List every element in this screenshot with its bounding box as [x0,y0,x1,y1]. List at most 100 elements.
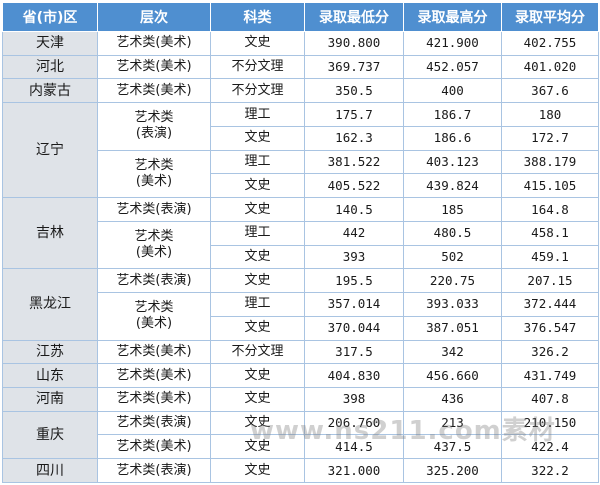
province-cell: 山东 [2,363,98,389]
subject-cell: 文史 [210,363,305,389]
subject-cell: 文史 [210,268,305,294]
avg-score-cell: 415.105 [501,173,599,199]
subject-cell: 文史 [210,458,305,483]
avg-score-cell: 459.1 [501,244,599,270]
subject-cell: 理工 [210,149,305,175]
min-score-cell: 405.522 [304,173,404,199]
table-row: 河南 艺术类(美术) 文史 398 436 407.8 [2,387,599,412]
min-score-cell: 390.800 [304,31,404,56]
max-score-cell: 439.824 [403,173,502,199]
table-row: 山东 艺术类(美术) 文史 404.830 456.660 431.749 [2,363,599,389]
header-row: 省(市)区 层次 科类 录取最低分 录取最高分 录取平均分 [2,2,599,32]
level-cell: 艺术类(美术) [97,339,211,365]
table-row: 江苏 艺术类(美术) 不分文理 317.5 342 326.2 [2,339,599,365]
avg-score-cell: 326.2 [501,339,599,365]
max-score-cell: 186.7 [403,102,502,127]
level-cell: 艺术类(美术) [97,434,211,460]
level-cell: 艺术类 (表演) [97,102,211,151]
table-row: 文史 405.522 439.824 415.105 [3,173,599,199]
table-row: 艺术类 (美术) 理工 381.522 403.123 388.179 [3,149,599,199]
level-line-1: 艺术类 [134,300,174,316]
level-cell: 艺术类(表演) [97,197,211,222]
subject-cell: 理工 [210,220,305,246]
header-subject: 科类 [210,2,305,32]
table-row: 吉林 艺术类(表演) 文史 140.5 185 164.8 [2,197,599,270]
min-score-cell: 398 [304,387,404,412]
header-avg-score: 录取平均分 [501,2,599,32]
max-score-cell: 325.200 [403,458,502,483]
level-cell: 艺术类 (美术) [97,149,211,199]
table-row: 重庆 艺术类(表演) 文史 206.760 213 210.150 [2,410,599,460]
max-score-cell: 342 [403,339,502,365]
table-row: 内蒙古 艺术类(美术) 不分文理 350.5 400 367.6 [2,78,599,104]
level-cell: 艺术类(表演) [97,268,211,294]
max-score-cell: 186.6 [403,125,502,151]
level-cell: 艺术类(美术) [97,363,211,389]
table-header: 省(市)区 层次 科类 录取最低分 录取最高分 录取平均分 [2,2,599,32]
avg-score-cell: 164.8 [501,197,599,222]
avg-score-cell: 407.8 [501,387,599,412]
min-score-cell: 414.5 [304,434,404,460]
province-cell: 吉林 [2,197,98,270]
min-score-cell: 381.522 [304,149,404,175]
avg-score-cell: 401.020 [501,54,599,80]
min-score-cell: 350.5 [304,78,404,104]
max-score-cell: 387.051 [403,315,502,341]
province-cell: 河北 [2,54,98,80]
max-score-cell: 220.75 [403,268,502,294]
watermark: www.ns211.com素材 [250,416,556,446]
subject-cell: 文史 [210,31,305,56]
min-score-cell: 370.044 [304,315,404,341]
max-score-cell: 452.057 [403,54,502,80]
max-score-cell: 436 [403,387,502,412]
table-row: 文史 370.044 387.051 376.547 [3,315,599,341]
avg-score-cell: 388.179 [501,149,599,175]
header-max-score: 录取最高分 [403,2,502,32]
level-cell: 艺术类(美术) [97,54,211,80]
avg-score-cell: 376.547 [501,315,599,341]
province-cell: 河南 [2,387,98,412]
header-province: 省(市)区 [2,2,98,32]
avg-score-cell: 372.444 [501,292,599,317]
level-cell: 艺术类(美术) [97,78,211,104]
min-score-cell: 162.3 [304,125,404,151]
province-cell: 辽宁 [2,102,98,199]
subject-cell: 文史 [210,125,305,151]
max-score-cell: 185 [403,197,502,222]
subject-cell: 不分文理 [210,78,305,104]
header-level: 层次 [97,2,211,32]
max-score-cell: 456.660 [403,363,502,389]
max-score-cell: 502 [403,244,502,270]
min-score-cell: 393 [304,244,404,270]
level-cell: 艺术类(美术) [97,387,211,412]
subject-cell: 文史 [210,387,305,412]
min-score-cell: 404.830 [304,363,404,389]
province-cell: 内蒙古 [2,78,98,104]
table-row: 文史 393 502 459.1 [3,244,599,270]
min-score-cell: 369.737 [304,54,404,80]
avg-score-cell: 207.15 [501,268,599,294]
max-score-cell: 213 [403,410,502,436]
level-cell: 艺术类 (美术) [97,292,211,341]
level-line-2: (美术) [135,245,173,261]
table-row: 黑龙江 艺术类(表演) 文史 195.5 220.75 207.15 [2,268,599,341]
table-row: 辽宁 艺术类 (表演) 理工 175.7 186.7 180 [2,102,599,199]
min-score-cell: 195.5 [304,268,404,294]
max-score-cell: 480.5 [403,220,502,246]
min-score-cell: 140.5 [304,197,404,222]
subject-cell: 文史 [210,315,305,341]
avg-score-cell: 172.7 [501,125,599,151]
table-body: 天津 艺术类(美术) 文史 390.800 421.900 402.755 河北… [2,31,599,483]
table-row: 四川 艺术类(表演) 文史 321.000 325.200 322.2 [2,458,599,483]
min-score-cell: 321.000 [304,458,404,483]
min-score-cell: 317.5 [304,339,404,365]
subject-cell: 不分文理 [210,54,305,80]
subject-cell: 文史 [210,244,305,270]
level-line-2: (美术) [135,173,173,189]
avg-score-cell: 402.755 [501,31,599,56]
subject-cell: 文史 [210,434,305,460]
province-cell: 重庆 [2,410,98,460]
level-cell: 艺术类(美术) [97,31,211,56]
